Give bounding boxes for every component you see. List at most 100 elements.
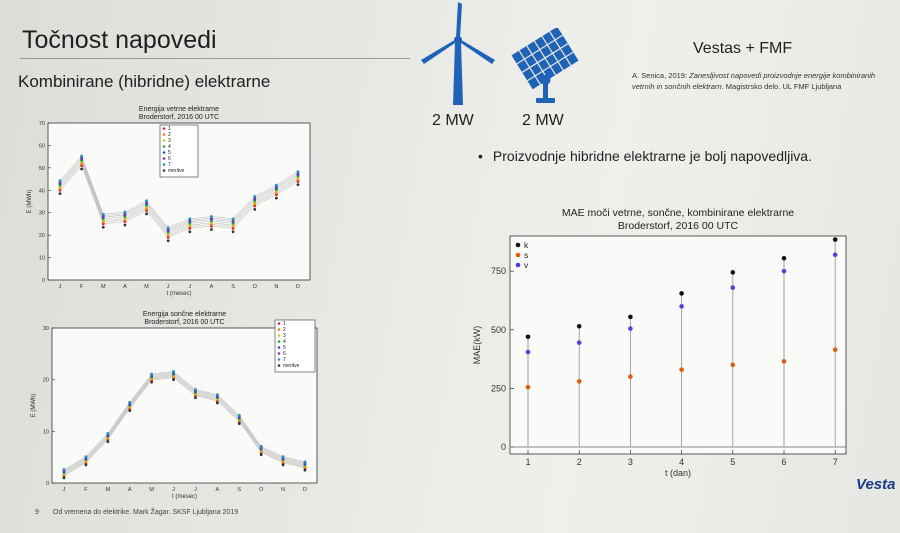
legend-label: k — [524, 240, 529, 250]
data-point — [274, 183, 278, 187]
ensemble-line — [59, 161, 299, 235]
chart-subtitle: Broderstorf, 2016 00 UTC — [618, 220, 739, 232]
data-point — [781, 359, 787, 364]
ensemble-line — [63, 375, 306, 474]
legend-label: s — [524, 250, 528, 260]
data-point — [296, 170, 300, 174]
legend-marker — [162, 133, 166, 136]
citation: A. Senica, 2019: Zanesljivost napovedi p… — [632, 70, 897, 92]
data-point — [679, 291, 684, 296]
ensemble-line — [63, 377, 306, 476]
data-point — [281, 455, 285, 459]
data-point — [525, 334, 531, 340]
data-point — [166, 239, 170, 243]
data-point — [62, 468, 66, 471]
chart-title: Energija vetrne elektrarne — [139, 106, 219, 113]
brand-logo-text: Vesta — [856, 476, 896, 493]
x-tick-label: S — [231, 284, 235, 290]
data-point — [80, 167, 84, 171]
slide-subtitle: Kombinirane (hibridne) elektrarne — [18, 72, 271, 91]
x-tick-label: M — [101, 284, 106, 290]
legend-label: meritve — [168, 168, 185, 174]
x-tick-label: F — [84, 487, 88, 493]
legend-marker — [277, 364, 281, 367]
data-point — [145, 212, 148, 216]
x-tick-label: D — [296, 284, 300, 290]
data-point — [84, 463, 88, 467]
data-point — [172, 370, 175, 373]
x-axis-label: t (mesec) — [166, 291, 191, 297]
legend-label: 1 — [168, 126, 171, 132]
data-point — [525, 349, 531, 355]
data-point — [303, 468, 307, 472]
data-point — [237, 422, 241, 425]
data-point — [101, 212, 105, 216]
legend-label: 7 — [168, 162, 171, 168]
ensemble-line — [59, 158, 299, 231]
data-point — [576, 379, 582, 384]
data-point — [128, 409, 132, 413]
page-number: 9 — [35, 509, 39, 516]
data-point — [253, 194, 257, 198]
source-title: Vestas + FMF — [693, 40, 793, 57]
y-tick-label: 60 — [39, 143, 45, 149]
x-tick-label: 1 — [525, 457, 530, 467]
y-tick-label: 30 — [43, 326, 49, 332]
data-point — [253, 207, 257, 211]
data-point — [84, 455, 88, 459]
y-tick-label: 30 — [39, 211, 45, 217]
x-tick-label: D — [303, 487, 307, 493]
data-point — [730, 270, 736, 275]
chart-title: Energija sončne elektrarne — [143, 311, 226, 318]
data-point — [303, 460, 307, 464]
legend-marker — [277, 352, 281, 355]
data-point — [679, 304, 684, 309]
x-tick-label: 7 — [833, 457, 838, 467]
mae-power-chart: MAE moči vetrne, sončne, kombinirane ele… — [472, 207, 847, 478]
x-tick-label: F — [80, 284, 84, 290]
legend-box — [274, 319, 316, 373]
data-point — [210, 228, 213, 231]
solar-capacity: 2 MW — [522, 112, 564, 129]
legend-label: 7 — [283, 357, 286, 363]
legend-marker — [162, 127, 166, 130]
x-tick-label: A — [216, 487, 220, 493]
legend-label: 3 — [168, 138, 171, 144]
legend-label: meritve — [283, 363, 300, 369]
bullet-point: • Proizvodnje hibridne elektrarne je bolj… — [478, 148, 812, 164]
data-point — [628, 374, 633, 379]
y-tick-label: 10 — [43, 429, 49, 435]
x-tick-label: A — [210, 284, 214, 290]
y-tick-label: 10 — [39, 256, 45, 262]
data-point — [259, 444, 263, 448]
y-tick-label: 70 — [39, 121, 45, 127]
bullet-text: Proizvodnje hibridne elektrarne je bolj … — [492, 148, 812, 164]
x-tick-label: 6 — [781, 457, 786, 467]
y-tick-label: 20 — [43, 378, 49, 384]
wind-capacity: 2 MW — [432, 112, 474, 129]
x-tick-label: J — [172, 487, 175, 493]
data-point — [58, 192, 62, 196]
x-axis-label: t (dan) — [665, 468, 691, 478]
y-tick-label: 40 — [39, 188, 45, 194]
x-tick-label: J — [188, 284, 191, 290]
chart-subtitle: Broderstorf, 2016 00 UTC — [139, 114, 219, 121]
y-tick-label: 0 — [46, 481, 49, 487]
legend-marker — [162, 139, 166, 142]
citation-rest: Magistrsko delo. UL FMF Ljubljana — [723, 82, 842, 91]
data-point — [80, 154, 84, 158]
legend-label: 6 — [283, 351, 286, 357]
data-point — [628, 314, 633, 320]
data-point — [832, 252, 838, 258]
data-point — [150, 372, 154, 376]
x-tick-label: J — [63, 487, 66, 493]
title-underline — [20, 58, 410, 59]
legend-marker — [515, 242, 521, 248]
data-point — [194, 396, 197, 400]
data-point — [123, 210, 127, 214]
x-tick-label: 2 — [577, 457, 582, 467]
ensemble-line — [59, 155, 299, 229]
data-point — [210, 215, 213, 218]
